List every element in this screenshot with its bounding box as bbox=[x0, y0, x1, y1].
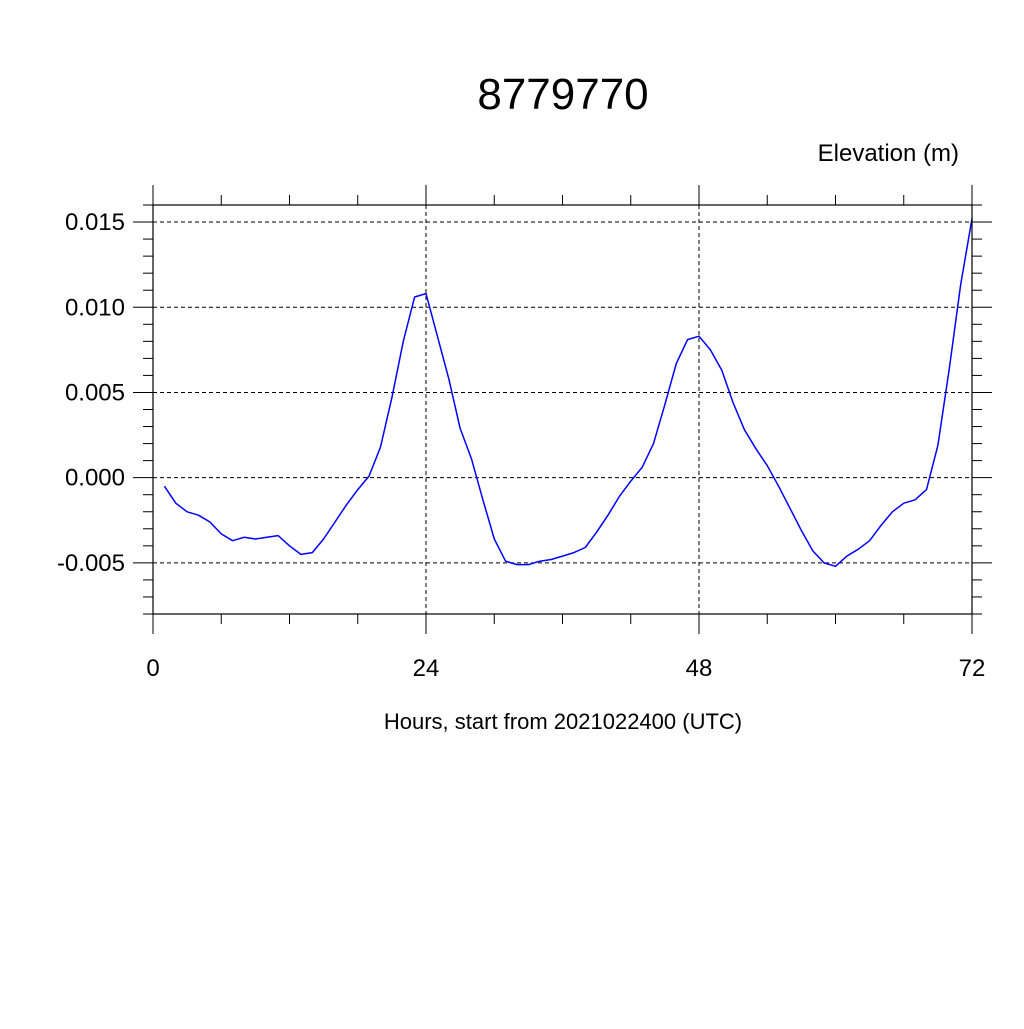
x-axis-label: Hours, start from 2021022400 (UTC) bbox=[384, 709, 742, 734]
series-layer bbox=[163, 218, 973, 568]
y-axis-label: Elevation (m) bbox=[818, 140, 959, 167]
elevation-series-line bbox=[163, 218, 973, 568]
x-tick-label: 72 bbox=[959, 655, 986, 682]
plot-frame bbox=[152, 204, 973, 615]
y-tick-label: 0.005 bbox=[65, 379, 125, 406]
axis-ticks bbox=[133, 185, 992, 634]
x-tick-label: 0 bbox=[146, 655, 159, 682]
grid-lines bbox=[153, 205, 972, 614]
tick-labels: -0.005 0.000 0.005 0.010 0.015 0 24 48 72 bbox=[57, 209, 985, 682]
y-tick-label: 0.010 bbox=[65, 294, 125, 321]
chart-title: 8779770 bbox=[477, 70, 648, 119]
x-tick-label: 24 bbox=[413, 655, 440, 682]
x-tick-label: 48 bbox=[686, 655, 713, 682]
y-tick-label: 0.000 bbox=[65, 465, 125, 492]
y-tick-label: 0.015 bbox=[65, 209, 125, 236]
y-tick-label: -0.005 bbox=[57, 550, 125, 577]
